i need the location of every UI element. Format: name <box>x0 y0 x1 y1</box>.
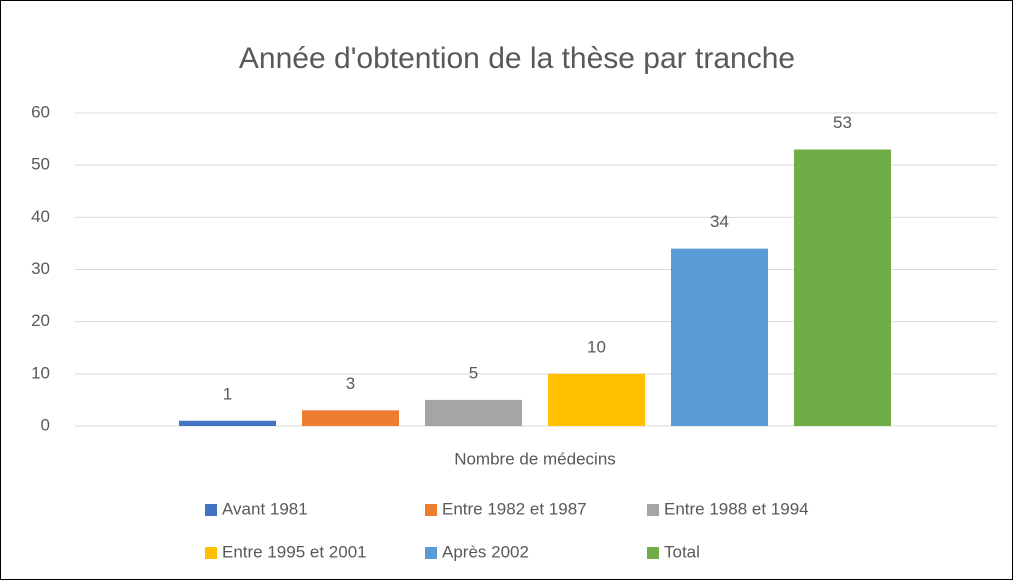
y-tick-label: 10 <box>31 363 50 382</box>
legend-label: Entre 1982 et 1987 <box>442 499 587 518</box>
data-label: 34 <box>710 212 729 231</box>
legend-swatch <box>425 547 437 559</box>
legend-label: Entre 1995 et 2001 <box>222 542 367 561</box>
chart-title: Année d'obtention de la thèse par tranch… <box>239 42 795 75</box>
y-tick-label: 60 <box>31 102 50 121</box>
bar <box>179 420 276 426</box>
bar <box>302 410 399 426</box>
legend-swatch <box>205 547 217 559</box>
y-tick-label: 20 <box>31 311 50 330</box>
y-tick-label: 0 <box>41 415 50 434</box>
x-tick-label: Nombre de médecins <box>454 449 616 468</box>
data-label: 53 <box>833 113 852 132</box>
legend-label: Avant 1981 <box>222 499 308 518</box>
data-label: 5 <box>469 363 478 382</box>
legend-label: Total <box>664 542 700 561</box>
bar <box>548 373 645 426</box>
bar <box>671 248 768 426</box>
y-tick-label: 50 <box>31 155 50 174</box>
legend-swatch <box>425 504 437 516</box>
bar <box>425 399 522 426</box>
legend-label: Après 2002 <box>442 542 529 561</box>
legend-swatch <box>647 504 659 516</box>
legend-label: Entre 1988 et 1994 <box>664 499 809 518</box>
data-label: 10 <box>587 337 606 356</box>
data-label: 3 <box>346 374 355 393</box>
legend-swatch <box>205 504 217 516</box>
legend-swatch <box>647 547 659 559</box>
bar <box>794 149 891 426</box>
y-tick-label: 40 <box>31 207 50 226</box>
y-tick-label: 30 <box>31 259 50 278</box>
data-label: 1 <box>223 384 232 403</box>
